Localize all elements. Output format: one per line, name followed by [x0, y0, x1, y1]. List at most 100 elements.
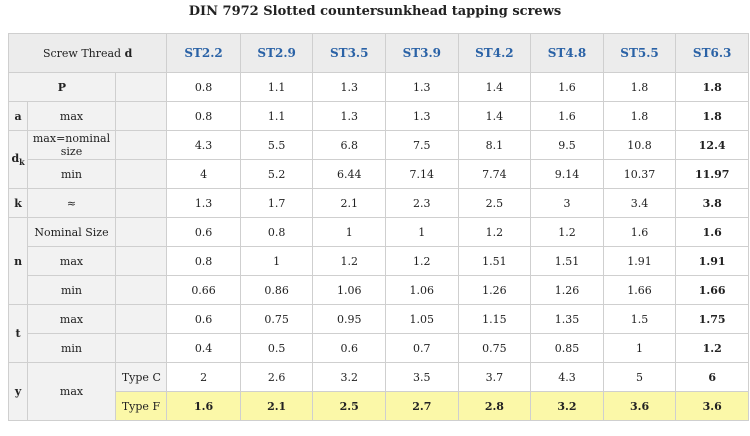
- header-row: Screw Thread d ST2.2 ST2.9 ST3.5 ST3.9 S…: [7, 33, 749, 73]
- value-cell: 3.6: [602, 391, 677, 421]
- value-cell: 1.06: [385, 275, 459, 305]
- screw-spec-table: Screw Thread d ST2.2 ST2.9 ST3.5 ST3.9 S…: [7, 33, 749, 421]
- d-label: d: [124, 46, 133, 60]
- value-cell: 7.74: [457, 159, 532, 189]
- table-row: k ≈ 1.3 1.7 2.1 2.3 2.5 3 3.4 3.8: [7, 188, 749, 218]
- value-cell: 1.3: [166, 188, 241, 218]
- value-cell: 0.5: [239, 333, 314, 363]
- size-header: ST6.3: [675, 33, 749, 73]
- empty-cell: [114, 333, 168, 363]
- value-cell: 1.66: [675, 275, 749, 305]
- value-cell: 1.6: [602, 217, 677, 247]
- value-cell: 1.6: [675, 217, 749, 247]
- min-label: min: [27, 275, 116, 305]
- value-cell: 5.5: [239, 130, 314, 160]
- value-cell: 1.4: [457, 72, 532, 102]
- value-cell: 1.51: [457, 246, 532, 276]
- table-row: min 4 5.2 6.44 7.14 7.74 9.14 10.37 11.97: [9, 159, 749, 189]
- value-cell: 7.5: [385, 130, 459, 160]
- table-row: Type F 1.6 2.1 2.5 2.7 2.8 3.2 3.6 3.6: [9, 391, 749, 421]
- value-cell: 4: [166, 159, 241, 189]
- value-cell: 2.1: [239, 391, 314, 421]
- value-cell: 6.8: [312, 130, 387, 160]
- value-cell: 0.4: [166, 333, 241, 363]
- value-cell: 2.5: [312, 391, 387, 421]
- value-cell: 1.3: [385, 101, 459, 131]
- value-cell: 0.86: [239, 275, 314, 305]
- value-cell: 9.14: [530, 159, 604, 189]
- value-cell: 0.66: [166, 275, 241, 305]
- value-cell: 3.2: [530, 391, 604, 421]
- max-label: max: [27, 362, 116, 421]
- value-cell: 1: [239, 246, 314, 276]
- value-cell: 0.7: [385, 333, 459, 363]
- value-cell: 1: [385, 217, 459, 247]
- empty-cell: [114, 101, 168, 131]
- empty-cell: [114, 217, 168, 247]
- screw-thread-label: Screw Thread: [42, 46, 122, 60]
- empty-cell: [114, 130, 168, 160]
- value-cell: 3.4: [602, 188, 677, 218]
- value-cell: 1.51: [530, 246, 604, 276]
- value-cell: 0.8: [166, 101, 241, 131]
- value-cell: 1.1: [239, 101, 314, 131]
- table-row: a max 0.8 1.1 1.3 1.3 1.4 1.6 1.8 1.8: [7, 101, 749, 131]
- approx-label: ≈: [27, 188, 116, 218]
- value-cell: 2.3: [385, 188, 459, 218]
- size-header: ST2.9: [239, 33, 314, 73]
- value-cell: 1.91: [602, 246, 677, 276]
- value-cell: 1.6: [166, 391, 241, 421]
- value-cell: 7.14: [385, 159, 459, 189]
- value-cell: 0.8: [239, 217, 314, 247]
- value-cell: 3.7: [457, 362, 532, 392]
- value-cell: 11.97: [675, 159, 749, 189]
- nominal-size-label: Nominal Size: [27, 217, 116, 247]
- min-label: min: [27, 333, 116, 363]
- value-cell: 1: [602, 333, 677, 363]
- value-cell: 12.4: [675, 130, 749, 160]
- value-cell: 1: [312, 217, 387, 247]
- value-cell: 0.95: [312, 304, 387, 334]
- k-label: k: [7, 188, 29, 218]
- value-cell: 4.3: [530, 362, 604, 392]
- table-row: dk max=nominal size 4.3 5.5 6.8 7.5 8.1 9.5 10…: [7, 130, 749, 189]
- t-label: t: [7, 304, 29, 363]
- value-cell: 0.8: [166, 246, 241, 276]
- value-cell: 1.7: [239, 188, 314, 218]
- size-header: ST3.9: [385, 33, 459, 73]
- value-cell: 0.6: [312, 333, 387, 363]
- value-cell: 0.75: [457, 333, 532, 363]
- size-header: ST2.2: [166, 33, 241, 73]
- value-cell: 1.8: [602, 101, 677, 131]
- value-cell: 3.8: [675, 188, 749, 218]
- a-label: a: [7, 101, 29, 131]
- empty-cell: [114, 188, 168, 218]
- empty-cell: [114, 304, 168, 334]
- max-label: max: [27, 246, 116, 276]
- value-cell: 1.06: [312, 275, 387, 305]
- value-cell: 6: [675, 362, 749, 392]
- value-cell: 3: [530, 188, 604, 218]
- table-row: min 0.66 0.86 1.06 1.06 1.26 1.26 1.66 1.66: [9, 275, 749, 305]
- value-cell: 1.2: [675, 333, 749, 363]
- size-header: ST4.8: [530, 33, 604, 73]
- value-cell: 1.2: [530, 217, 604, 247]
- value-cell: 8.1: [457, 130, 532, 160]
- value-cell: 1.5: [602, 304, 677, 334]
- size-header: ST5.5: [602, 33, 677, 73]
- table-row: t max 0.6 0.75 0.95 1.05 1.15 1.35 1.5 1.75: [7, 304, 749, 363]
- size-header: ST3.5: [312, 33, 387, 73]
- value-cell: 2.1: [312, 188, 387, 218]
- value-cell: 2.6: [239, 362, 314, 392]
- empty-cell: [114, 246, 168, 276]
- value-cell: 2: [166, 362, 241, 392]
- value-cell: 3.6: [675, 391, 749, 421]
- value-cell: 1.2: [457, 217, 532, 247]
- value-cell: 1.2: [385, 246, 459, 276]
- table-row: max 0.8 1 1.2 1.2 1.51 1.51 1.91 1.91: [9, 246, 749, 276]
- value-cell: 1.8: [675, 101, 749, 131]
- value-cell: 6.44: [312, 159, 387, 189]
- dk-label: dk: [7, 130, 29, 189]
- value-cell: 1.6: [530, 101, 604, 131]
- value-cell: 0.75: [239, 304, 314, 334]
